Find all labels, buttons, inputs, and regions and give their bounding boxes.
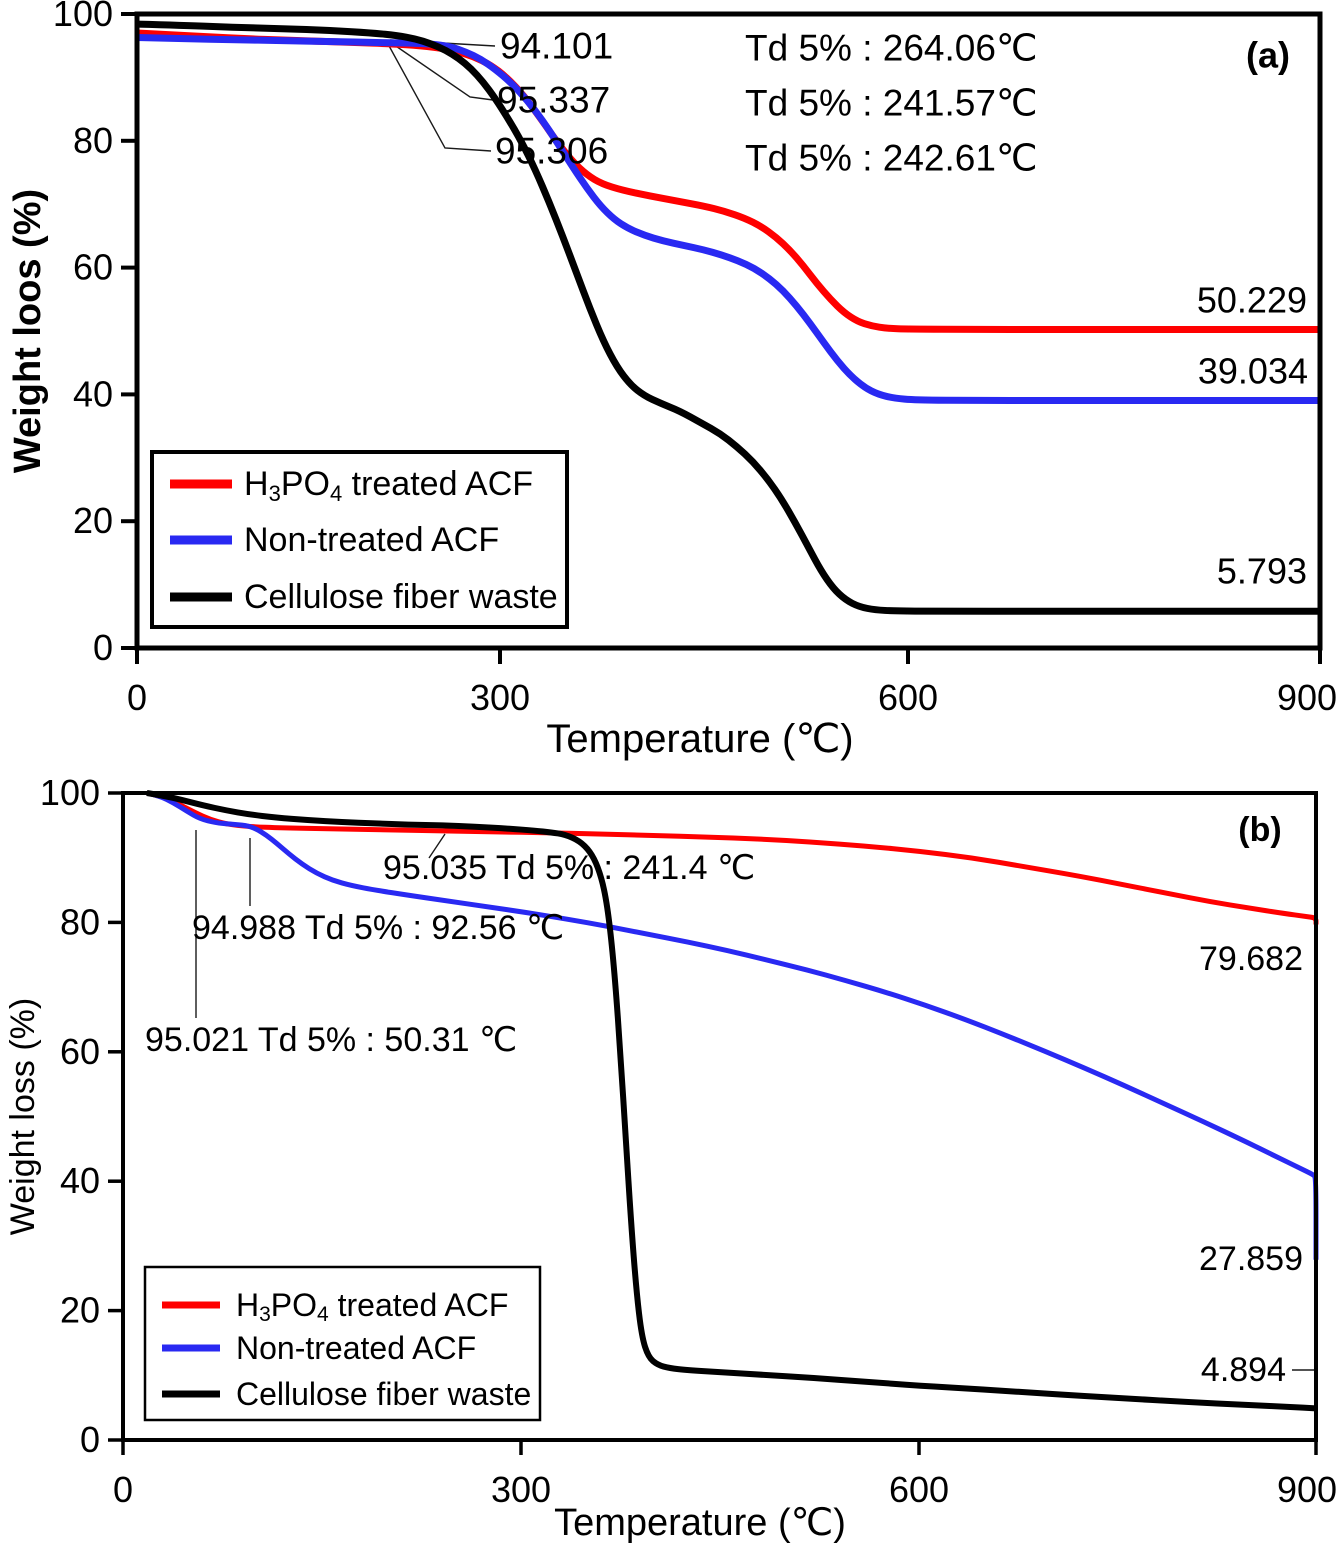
curve-cellulose-fiber-waste-b: [146, 790, 1317, 1412]
annotation-a-8-39-034: 39.034: [1198, 351, 1308, 392]
x-tick-label-b: 300: [491, 1469, 551, 1510]
legend-label-h3po4-treated-acf-a: H3PO4 treated ACF: [244, 465, 533, 506]
y-tick-label-a: 80: [73, 120, 113, 161]
annotation-b-1-94-988-td-5-92-56: 94.988 Td 5% : 92.56 ℃: [192, 909, 564, 947]
leader-line-b-0: [428, 833, 446, 859]
annotation-a-0-94-101: 94.101: [500, 26, 613, 67]
curve-non-treated-acf-b: [146, 790, 1319, 1260]
x-tick-label-b: 600: [889, 1469, 949, 1510]
axis-title-y-a: Weight loos (%): [7, 189, 49, 473]
legend-label-h3po4-treated-acf-b: H3PO4 treated ACF: [236, 1287, 508, 1326]
x-tick-label-b: 0: [113, 1469, 133, 1510]
x-tick-label-a: 0: [127, 677, 147, 718]
curve-cellulose-fiber-waste-a: [136, 20, 1321, 615]
annotation-a-4-td-5-241-57: Td 5% : 241.57℃: [745, 83, 1038, 124]
y-tick-label-b: 60: [60, 1031, 100, 1072]
legend-label-non-treated-acf-a: Non-treated ACF: [244, 521, 499, 559]
x-tick-label-b: 900: [1277, 1469, 1337, 1510]
legend-label-cellulose-fiber-waste-b: Cellulose fiber waste: [236, 1376, 531, 1412]
plot-box-a: [134, 11, 1323, 651]
annotation-b-2-95-021-td-5-50-31: 95.021 Td 5% : 50.31 ℃: [145, 1021, 517, 1059]
y-tick-label-b: 0: [80, 1419, 100, 1460]
y-tick-label-b: 20: [60, 1290, 100, 1331]
annotation-a-5-td-5-242-61: Td 5% : 242.61℃: [745, 138, 1038, 179]
curve-h3po4-treated-acf-a: [136, 29, 1321, 334]
x-tick-label-a: 600: [878, 677, 938, 718]
annotation-a-7-50-229: 50.229: [1197, 280, 1307, 321]
y-tick-label-a: 0: [93, 627, 113, 668]
annotation-a-2-95-306: 95.306: [495, 131, 608, 172]
leader-line-a-2: [387, 43, 492, 152]
legend-label-cellulose-fiber-waste-a: Cellulose fiber waste: [244, 578, 558, 616]
axis-title-y-b: Weight loss (%): [4, 998, 42, 1235]
annotation-a-9-5-793: 5.793: [1217, 551, 1307, 592]
curve-non-treated-acf-a: [136, 33, 1321, 405]
leader-line-a-1: [389, 41, 494, 101]
x-tick-label-a: 300: [470, 677, 530, 718]
y-tick-label-a: 20: [73, 500, 113, 541]
x-tick-label-a: 900: [1277, 677, 1337, 718]
annotation-b-5-27-859: 27.859: [1199, 1240, 1303, 1278]
annotation-b-0-95-035-td-5-241-4: 95.035 Td 5% : 241.4 ℃: [383, 849, 755, 887]
annotation-a-6-a: (a): [1246, 35, 1290, 76]
axis-title-x-a: Temperature (℃): [546, 717, 853, 761]
annotation-a-1-95-337: 95.337: [497, 80, 610, 121]
y-tick-label-b: 40: [60, 1160, 100, 1201]
legend-label-non-treated-acf-b: Non-treated ACF: [236, 1330, 476, 1366]
y-tick-label-b: 100: [40, 772, 100, 813]
plot-box-b: [121, 791, 1318, 1442]
annotation-b-6-4-894: 4.894: [1201, 1351, 1286, 1389]
axis-title-x-b: Temperature (℃): [554, 1502, 846, 1544]
y-tick-label-a: 100: [53, 0, 113, 34]
y-tick-label-a: 60: [73, 247, 113, 288]
y-tick-label-b: 80: [60, 901, 100, 942]
annotation-b-4-79-682: 79.682: [1199, 940, 1303, 978]
annotation-b-3-b: (b): [1238, 811, 1281, 849]
y-tick-label-a: 40: [73, 373, 113, 414]
annotation-a-3-td-5-264-06: Td 5% : 264.06℃: [745, 28, 1038, 69]
